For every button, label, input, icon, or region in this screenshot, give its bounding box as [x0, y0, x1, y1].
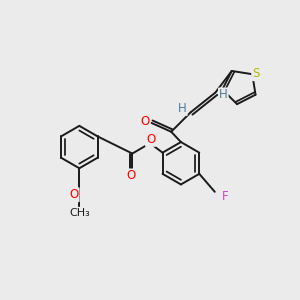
Text: O: O	[146, 133, 155, 146]
Text: CH₃: CH₃	[69, 208, 90, 218]
Text: S: S	[252, 67, 260, 80]
Text: O: O	[69, 188, 79, 201]
Text: O: O	[140, 115, 150, 128]
Text: H: H	[178, 102, 187, 115]
Text: H: H	[219, 88, 228, 101]
Text: F: F	[222, 190, 228, 203]
Text: O: O	[126, 169, 136, 182]
